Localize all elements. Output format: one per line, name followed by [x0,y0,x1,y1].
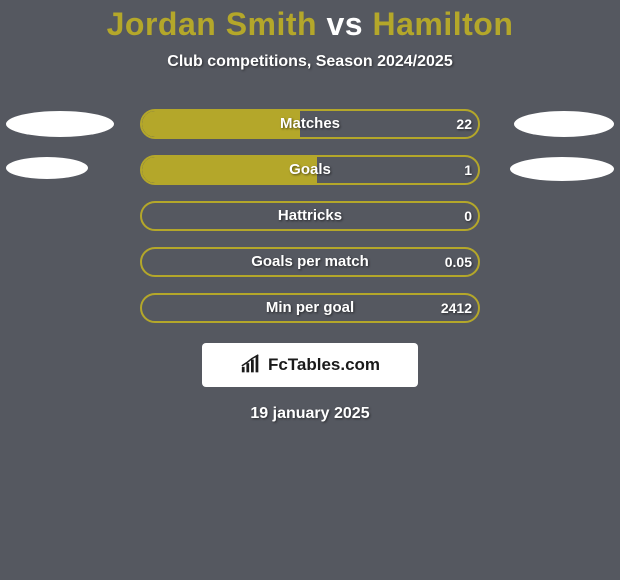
player1-ellipse [6,157,88,179]
page-root: Jordan Smith vs Hamilton Club competitio… [0,0,620,580]
bar-chart-icon [240,354,262,376]
stat-row: Min per goal2412 [0,285,620,331]
stat-row: Matches22 [0,101,620,147]
bar-track [140,293,480,323]
bar-track [140,201,480,231]
player2-ellipse [510,157,614,181]
logo-box: FcTables.com [202,343,418,387]
title-vs: vs [317,6,372,42]
title-player1: Jordan Smith [107,6,317,42]
subtitle: Club competitions, Season 2024/2025 [0,53,620,71]
bar-track [140,155,480,185]
bar-track [140,247,480,277]
bar-fill [142,111,300,137]
stat-row: Goals per match0.05 [0,239,620,285]
logo-text: FcTables.com [268,355,380,375]
player2-ellipse [514,111,614,137]
stat-row: Goals1 [0,147,620,193]
title-player2: Hamilton [372,6,513,42]
date-label: 19 january 2025 [0,405,620,423]
player1-ellipse [6,111,114,137]
stat-row: Hattricks0 [0,193,620,239]
comparison-chart: Matches22Goals1Hattricks0Goals per match… [0,101,620,331]
bar-fill [142,157,317,183]
bar-track [140,109,480,139]
page-title: Jordan Smith vs Hamilton [0,6,620,43]
